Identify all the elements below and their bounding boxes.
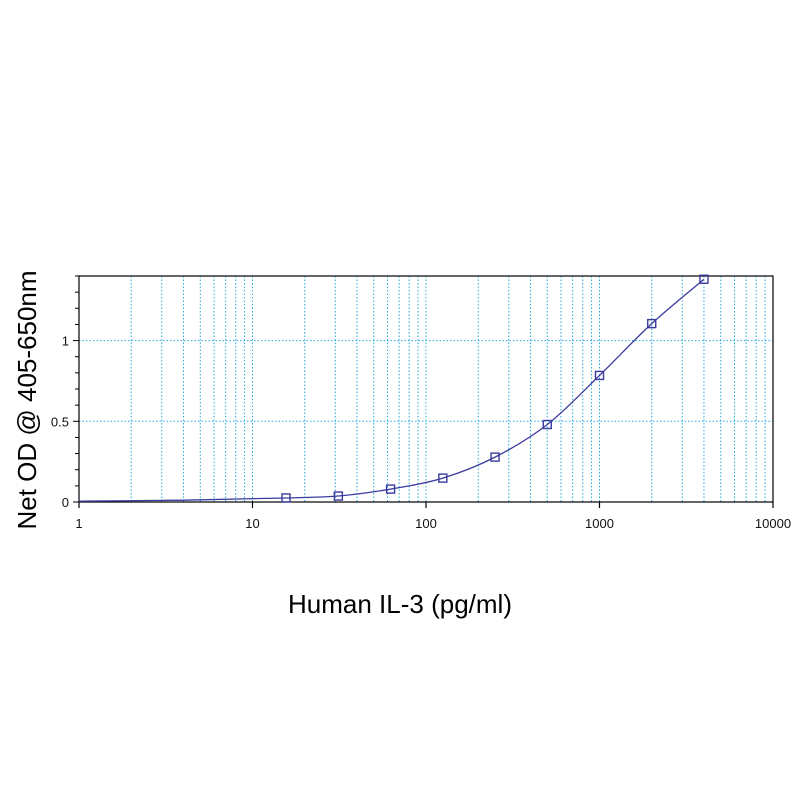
x-tick-label: 10000 [755, 516, 791, 531]
tick-labels: 1 10 100 1000 10000 0 0.5 1 [51, 334, 791, 531]
data-point [281, 493, 291, 503]
x-axis-label: Human IL-3 (pg/ml) [288, 589, 512, 619]
data-point [594, 370, 605, 381]
y-tick-label: 0 [62, 495, 69, 510]
data-point [438, 473, 448, 483]
x-tick-label: 100 [415, 516, 437, 531]
fitted-curve [78, 278, 705, 502]
data-point [333, 491, 344, 501]
grid [79, 276, 773, 502]
y-tick-label: 0.5 [51, 414, 69, 429]
data-point [490, 452, 500, 462]
x-tick-label: 1000 [585, 516, 614, 531]
data-markers [281, 274, 709, 503]
axes [73, 275, 774, 508]
data-point [542, 419, 552, 430]
x-tick-label: 10 [245, 516, 259, 531]
data-point [385, 484, 396, 494]
y-axis-label: Net OD @ 405-650nm [12, 270, 42, 529]
data-point [699, 274, 709, 284]
x-tick-label: 1 [75, 516, 82, 531]
data-point [647, 318, 657, 329]
y-tick-label: 1 [62, 334, 69, 349]
